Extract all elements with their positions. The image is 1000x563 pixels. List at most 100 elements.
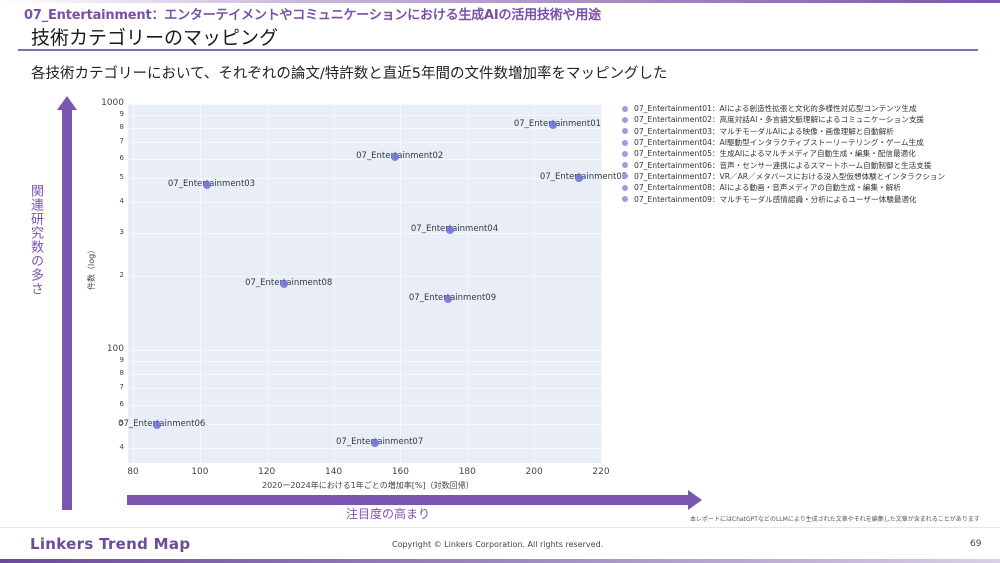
gridline-horizontal — [128, 361, 602, 363]
x-direction-label: 注目度の高まり — [346, 507, 431, 521]
legend-item[interactable]: 07_Entertainment01：AIによる創造性拡張と文化的多様性対応型コ… — [622, 103, 945, 114]
y-direction-arrow — [62, 108, 72, 510]
legend-item[interactable]: 07_Entertainment07：VR／AR／メタバースにおける没入型仮想体… — [622, 171, 945, 182]
y-tick-label: 8 — [119, 368, 124, 377]
y-tick-label: 3 — [119, 227, 124, 236]
x-direction-arrow — [127, 495, 689, 505]
gridline-horizontal — [128, 158, 602, 160]
legend-dot-icon — [622, 184, 628, 191]
x-tick-label: 200 — [525, 467, 543, 477]
data-point-marker[interactable] — [445, 225, 454, 234]
y-tick-label: 100 — [106, 344, 124, 354]
data-point-label: 07_Entertainment05 — [539, 172, 628, 183]
y-tick-label: 8 — [119, 122, 124, 131]
data-point-label: 07_Entertainment04 — [410, 223, 499, 234]
data-point-marker[interactable] — [443, 295, 452, 304]
gridline-horizontal — [128, 178, 602, 180]
y-axis-title: 件数（log） — [87, 245, 96, 290]
legend-item[interactable]: 07_Entertainment05：生成AIによるマルチメディア自動生成・編集… — [622, 148, 945, 159]
gridline-horizontal — [128, 388, 602, 390]
gridline-horizontal — [128, 127, 602, 129]
gridline-vertical — [467, 104, 469, 463]
legend-item[interactable]: 07_Entertainment02：高度対話AI・多言語文脈理解によるコミュニ… — [622, 114, 945, 125]
y-tick-label: 5 — [119, 173, 124, 182]
page-number: 69 — [970, 539, 982, 549]
data-point-label: 07_Entertainment03 — [167, 178, 256, 189]
data-point-marker[interactable] — [371, 438, 380, 447]
top-accent-bar — [0, 0, 1000, 3]
legend-item[interactable]: 07_Entertainment08：AIによる動画・音声メディアの自動生成・編… — [622, 182, 945, 193]
data-point-label: 07_Entertainment08 — [245, 278, 333, 289]
legend-dot-icon — [622, 173, 628, 180]
y-tick-label: 4 — [119, 442, 124, 451]
x-tick-label: 120 — [258, 467, 276, 477]
y-tick-label: 6 — [119, 399, 124, 408]
legend-label: 07_Entertainment02：高度対話AI・多言語文脈理解によるコミュニ… — [634, 115, 924, 125]
y-tick-label: 6 — [119, 153, 124, 162]
data-point-label: 07_Entertainment02 — [356, 150, 444, 161]
footer-divider — [0, 527, 1000, 528]
x-tick-label: 100 — [191, 467, 209, 477]
data-point-marker[interactable] — [391, 152, 400, 161]
lead-text: 各技術カテゴリーにおいて、それぞれの論文/特許数と直近5年間の文件数増加率をマッ… — [31, 66, 668, 82]
copyright-text: Copyright © Linkers Corporation. All rig… — [392, 540, 604, 549]
data-point-marker[interactable] — [280, 280, 289, 289]
gridline-horizontal — [128, 142, 602, 144]
legend-dot-icon — [622, 105, 628, 112]
x-tick-label: 160 — [391, 467, 410, 477]
chart-legend: 07_Entertainment01：AIによる創造性拡張と文化的多様性対応型コ… — [622, 103, 945, 205]
gridline-horizontal — [128, 115, 602, 117]
legend-label: 07_Entertainment06：音声・センサー連携によるスマートホーム自動… — [634, 160, 932, 170]
legend-item[interactable]: 07_Entertainment06：音声・センサー連携によるスマートホーム自動… — [622, 159, 945, 170]
plot-area — [128, 104, 602, 463]
y-tick-label: 4 — [119, 196, 124, 205]
x-tick-label: 80 — [127, 467, 139, 477]
y-tick-label: 9 — [119, 356, 124, 365]
data-point-marker[interactable] — [574, 174, 583, 183]
arrow-right-icon — [688, 490, 702, 510]
legend-label: 07_Entertainment04：AI駆動型インタラクティブストーリーテリン… — [634, 138, 924, 148]
gridline-horizontal — [128, 404, 602, 406]
y-tick-label: 2 — [119, 270, 124, 279]
llm-disclaimer: 本レポートにはChatGPTなどのLLMにより生成された文章やそれを編集した文章… — [690, 516, 980, 523]
gridline-horizontal — [128, 350, 602, 351]
data-point-marker[interactable] — [548, 120, 557, 129]
legend-label: 07_Entertainment01：AIによる創造性拡張と文化的多様性対応型コ… — [634, 104, 917, 114]
title-divider — [18, 49, 978, 51]
data-point-marker[interactable] — [153, 420, 162, 429]
data-point-label: 07_Entertainment01 — [513, 118, 602, 129]
legend-item[interactable]: 07_Entertainment04：AI駆動型インタラクティブストーリーテリン… — [622, 137, 945, 148]
legend-dot-icon — [622, 162, 628, 169]
data-point-label: 07_Entertainment06 — [118, 418, 206, 429]
gridline-horizontal — [128, 104, 602, 105]
page-title: 技術カテゴリーのマッピング — [31, 27, 279, 49]
gridline-vertical — [400, 104, 402, 463]
data-point-label: 07_Entertainment09 — [408, 293, 497, 304]
legend-dot-icon — [622, 139, 628, 146]
arrow-up-icon — [57, 96, 77, 110]
y-tick-label: 9 — [119, 110, 124, 119]
gridline-vertical — [266, 104, 268, 463]
legend-item[interactable]: 07_Entertainment09：マルチモーダル感情認識・分析によるユーザー… — [622, 193, 945, 204]
legend-item[interactable]: 07_Entertainment03：マルチモーダルAIによる映像・画像理解と自… — [622, 126, 945, 137]
legend-dot-icon — [622, 116, 628, 123]
data-point-label: 07_Entertainment07 — [336, 436, 424, 447]
data-point-marker[interactable] — [202, 180, 211, 189]
bottom-accent-bar — [0, 559, 1000, 563]
y-tick-label: 5 — [119, 419, 124, 428]
gridline-vertical — [333, 104, 335, 463]
y-tick-label: 7 — [119, 137, 124, 146]
legend-dot-icon — [622, 150, 628, 157]
gridline-horizontal — [128, 424, 602, 426]
legend-dot-icon — [622, 196, 628, 203]
gridline-horizontal — [128, 201, 602, 203]
gridline-vertical — [133, 104, 134, 463]
gridline-vertical — [199, 104, 201, 463]
brand-logo: Linkers Trend Map — [30, 535, 191, 553]
gridline-horizontal — [128, 447, 602, 449]
x-tick-label: 220 — [592, 467, 610, 477]
legend-label: 07_Entertainment09：マルチモーダル感情認識・分析によるユーザー… — [634, 194, 917, 204]
gridline-horizontal — [128, 373, 602, 375]
gridline-horizontal — [128, 275, 602, 277]
gridline-vertical — [534, 104, 536, 463]
